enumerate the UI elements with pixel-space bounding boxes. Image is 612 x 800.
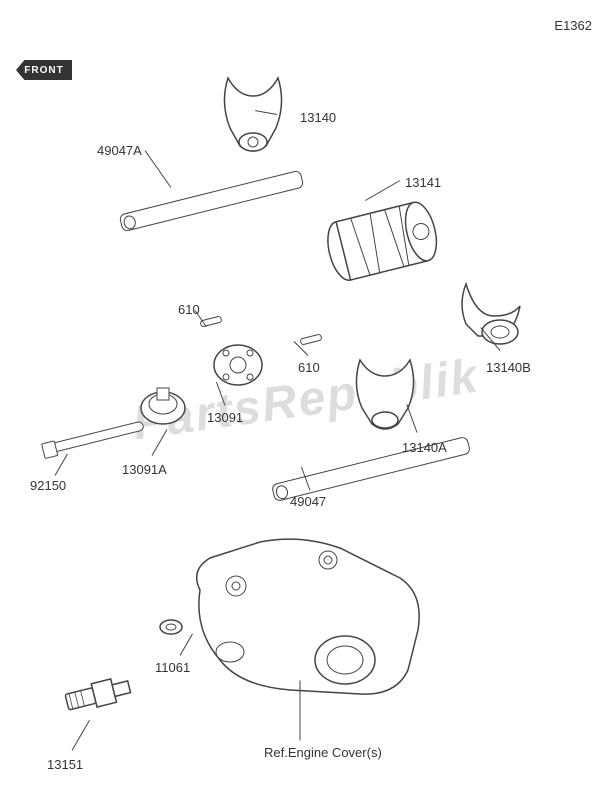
front-direction-badge: FRONT (16, 60, 72, 80)
switch-sensor (60, 672, 140, 716)
bolt (48, 420, 145, 453)
callout-line (55, 454, 68, 476)
callout-line (152, 429, 168, 455)
parts-diagram: PartsRepublik FRONT E1362 (0, 0, 612, 800)
part-label-49047: 49047 (290, 494, 326, 509)
callout-line (145, 150, 172, 187)
shift-rod-upper (119, 170, 305, 233)
part-label-13140b: 13140B (486, 360, 531, 375)
part-label-13140a: 13140A (402, 440, 447, 455)
part-label-13091a: 13091A (122, 462, 167, 477)
part-label-13141: 13141 (405, 175, 441, 190)
part-label-13140: 13140 (300, 110, 336, 125)
diagram-code: E1362 (554, 18, 592, 33)
shift-fork-top (218, 68, 288, 158)
shift-fork-middle (350, 350, 420, 440)
part-label-610: 610 (178, 302, 200, 317)
part-label-610: 610 (298, 360, 320, 375)
part-label-92150: 92150 (30, 478, 66, 493)
shift-drum (312, 185, 462, 295)
part-label-49047a: 49047A (97, 143, 142, 158)
part-label-11061: 11061 (155, 660, 190, 675)
callout-line (72, 720, 90, 751)
pin-2 (299, 333, 322, 345)
part-label-13151: 13151 (47, 757, 83, 772)
gasket-washer (158, 618, 184, 636)
part-label-13091: 13091 (207, 410, 243, 425)
reference-text: Ref.Engine Cover(s) (264, 745, 382, 760)
callout-line (300, 681, 301, 741)
engine-cover-bracket (170, 530, 440, 710)
